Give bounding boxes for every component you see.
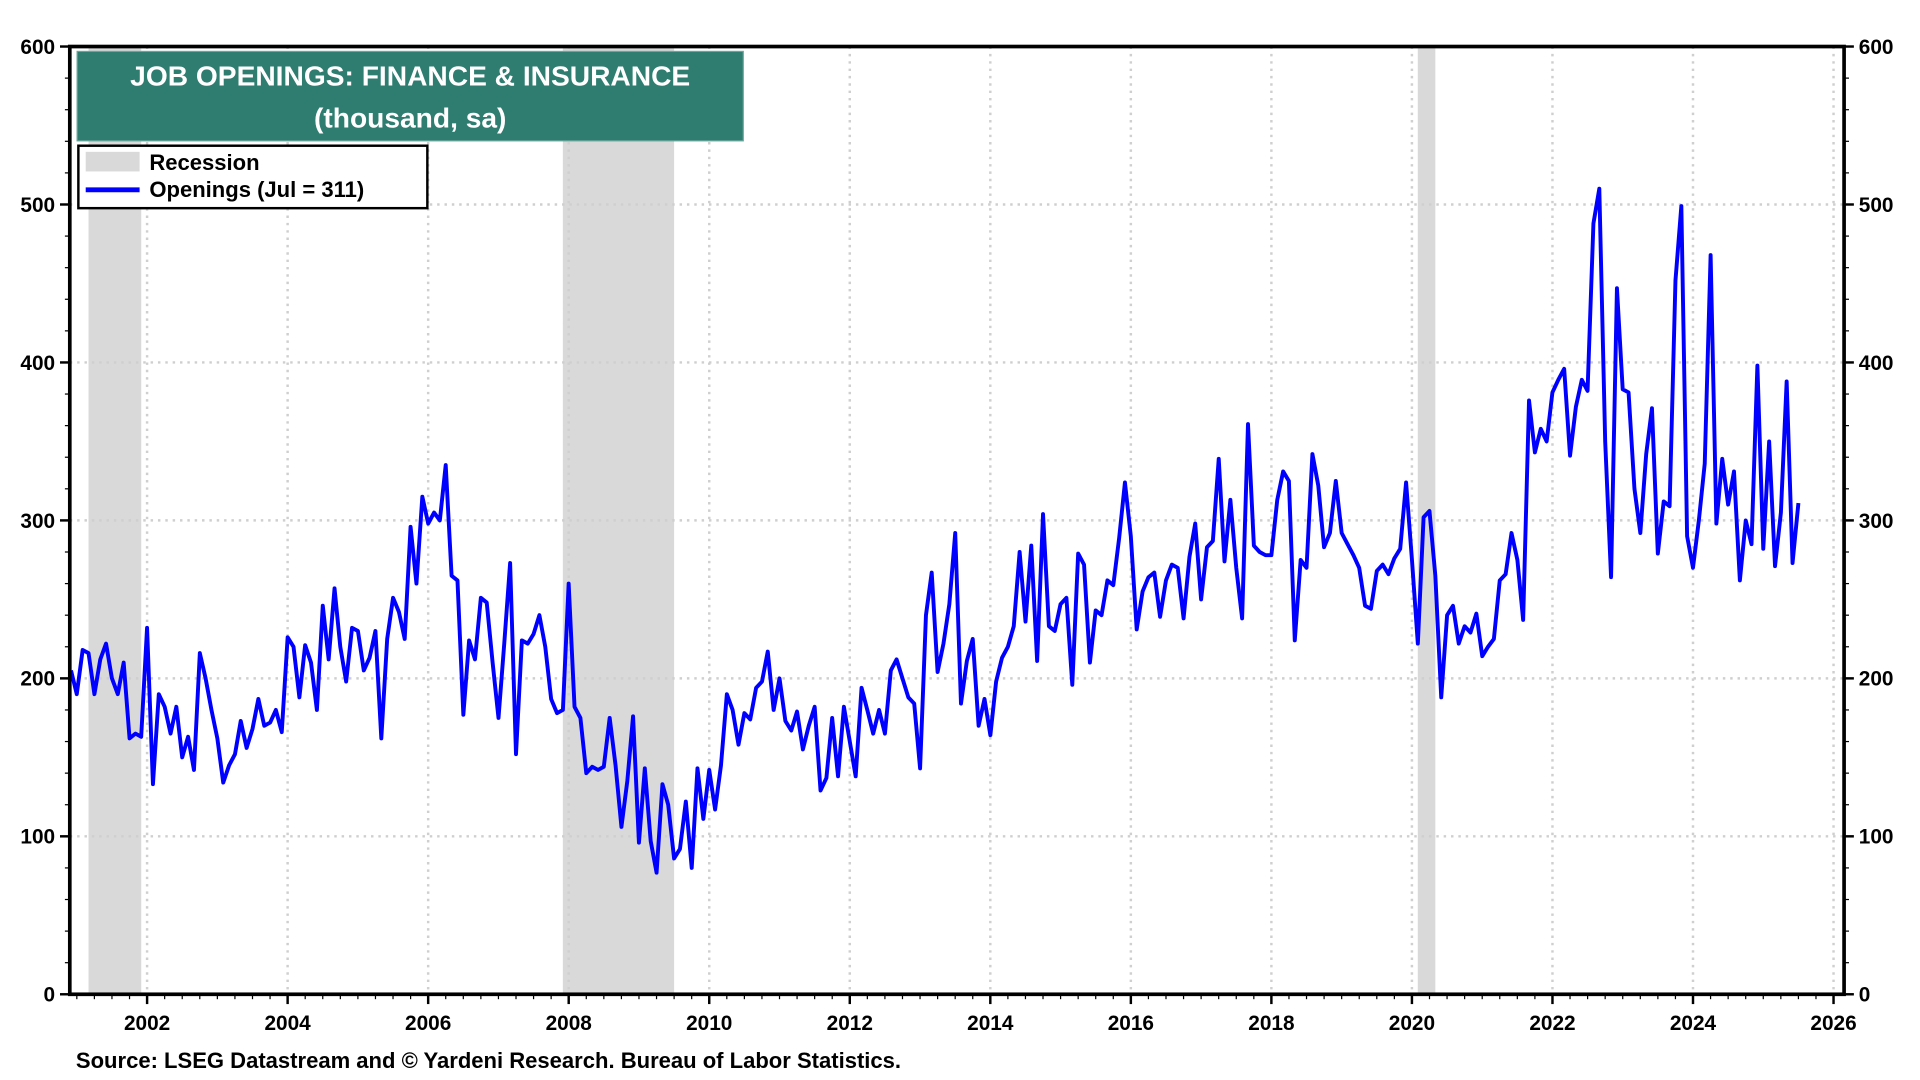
y-tick-label-left: 400 xyxy=(20,352,55,375)
legend: Recession Openings (Jul = 311) xyxy=(77,144,429,210)
y-axis-right-labels: 0 100 200 300 400 500 600 xyxy=(1859,36,1894,1007)
y-tick-label-left: 500 xyxy=(20,194,55,217)
y-tick-label-left: 300 xyxy=(20,510,55,533)
x-tick-label: 2006 xyxy=(405,1012,451,1035)
x-tick-label: 2018 xyxy=(1248,1012,1294,1035)
y-tick-label-right: 500 xyxy=(1859,194,1894,217)
x-tick-label: 2010 xyxy=(686,1012,732,1035)
x-tick-label: 2016 xyxy=(1108,1012,1154,1035)
recession-band xyxy=(1417,46,1436,995)
x-tick-label: 2014 xyxy=(967,1012,1014,1035)
y-tick-label-left: 600 xyxy=(20,36,55,59)
x-tick-label: 2012 xyxy=(827,1012,873,1035)
series-line-openings xyxy=(69,186,1801,875)
y-tick-label-right: 600 xyxy=(1859,36,1894,59)
y-axis-left-labels: 0 100 200 300 400 500 600 xyxy=(20,36,55,1007)
y-tick-label-right: 100 xyxy=(1859,826,1894,849)
x-tick-label: 2008 xyxy=(546,1012,592,1035)
y-tick-label-left: 200 xyxy=(20,668,55,691)
x-tick-label: 2022 xyxy=(1529,1012,1575,1035)
source-note: Source: LSEG Datastream and © Yardeni Re… xyxy=(76,1048,901,1073)
x-axis-labels: 2002 2004 2006 2008 2010 2012 2014 2016 2018 2020… xyxy=(124,1012,1857,1035)
legend-label-recession: Recession xyxy=(149,150,259,175)
legend-label-openings: Openings (Jul = 311) xyxy=(149,177,364,202)
recession-band xyxy=(562,46,675,995)
y-tick-label-right: 400 xyxy=(1859,352,1894,375)
title-box: JOB OPENINGS: FINANCE & INSURANCE (thous… xyxy=(76,50,744,142)
plot-frame xyxy=(67,44,1846,997)
x-tick-label: 2026 xyxy=(1810,1012,1856,1035)
x-tick-label: 2002 xyxy=(124,1012,170,1035)
legend-swatch-recession xyxy=(85,151,140,172)
y-tick-label-right: 200 xyxy=(1859,668,1894,691)
y-tick-label-left: 100 xyxy=(20,826,55,849)
y-tick-label-left: 0 xyxy=(44,984,56,1007)
x-tick-label: 2020 xyxy=(1389,1012,1435,1035)
chart-subtitle: (thousand, sa) xyxy=(314,102,506,133)
x-tick-label: 2024 xyxy=(1670,1012,1717,1035)
x-tick-label: 2004 xyxy=(264,1012,311,1035)
y-tick-label-right: 300 xyxy=(1859,510,1894,533)
chart-title: JOB OPENINGS: FINANCE & INSURANCE xyxy=(130,61,690,92)
y-tick-label-right: 0 xyxy=(1859,984,1871,1007)
